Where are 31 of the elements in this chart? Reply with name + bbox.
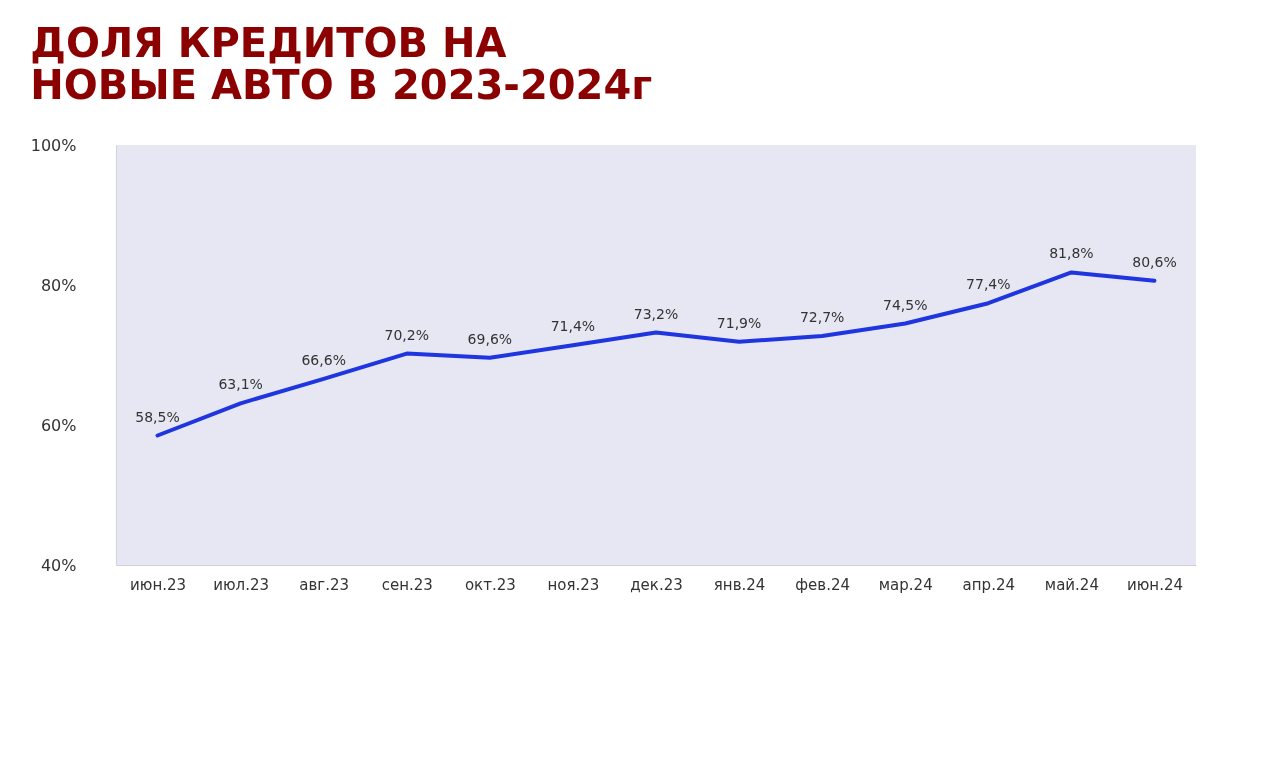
data-label: 63,1% [218, 376, 263, 393]
x-tick-label: апр.24 [962, 575, 1015, 594]
x-tick-label: авг.23 [299, 575, 350, 594]
data-label: 72,7% [799, 309, 845, 326]
y-tick-label: 80% [40, 275, 77, 295]
data-label: 70,2% [384, 326, 430, 343]
y-tick-label: 100% [30, 135, 77, 155]
x-tick-label: фев.24 [795, 575, 851, 594]
x-tick-label: дек.23 [630, 575, 683, 594]
x-tick-label: май.24 [1044, 575, 1099, 594]
text: ДОЛЯ КРЕДИТОВ НА [30, 20, 507, 66]
y-tick-label: 40% [40, 555, 77, 575]
x-tick-label: июн.24 [1126, 575, 1183, 594]
x-tick-label: ноя.23 [547, 575, 600, 594]
data-label: 71,4% [550, 318, 596, 335]
data-label: 73,2% [633, 305, 679, 322]
data-label: 66,6% [301, 351, 346, 368]
data-label: 74,5% [882, 296, 928, 313]
data-label: 58,5% [135, 408, 180, 425]
x-tick-label: июн.23 [130, 575, 187, 594]
x-tick-label: сен.23 [381, 575, 433, 594]
data-label: 80,6% [1132, 253, 1177, 270]
x-tick-label: янв.24 [713, 575, 766, 594]
data-label: 69,6% [467, 330, 513, 347]
data-label: 81,8% [1049, 245, 1094, 262]
data-label: 71,9% [716, 314, 762, 331]
x-tick-label: мар.24 [878, 575, 933, 594]
x-tick-label: окт.23 [464, 575, 516, 594]
x-tick-label: июл.23 [213, 575, 270, 594]
data-label: 77,4% [966, 276, 1011, 293]
y-tick-label: 60% [40, 415, 77, 435]
